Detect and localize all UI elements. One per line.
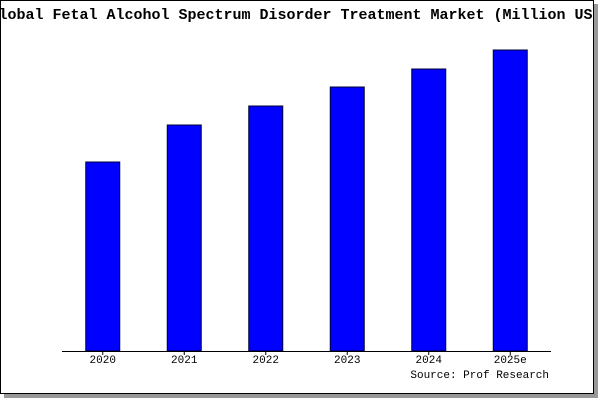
- bar: [329, 86, 365, 352]
- x-tick-label: 2025e: [494, 355, 527, 367]
- bar: [411, 68, 447, 352]
- x-tick-label: 2021: [171, 355, 198, 367]
- x-tick-label: 2023: [334, 355, 360, 367]
- x-tick-label: 2024: [416, 355, 443, 367]
- x-tick-label: 2022: [253, 355, 279, 367]
- bar: [492, 49, 528, 352]
- bar: [248, 105, 284, 352]
- source: Source: Prof Research: [410, 370, 549, 382]
- x-tick-label: 2020: [90, 355, 116, 367]
- bar: [85, 161, 121, 352]
- chart-title: Global Fetal Alcohol Spectrum Disorder T…: [0, 7, 600, 24]
- bar: [166, 124, 202, 352]
